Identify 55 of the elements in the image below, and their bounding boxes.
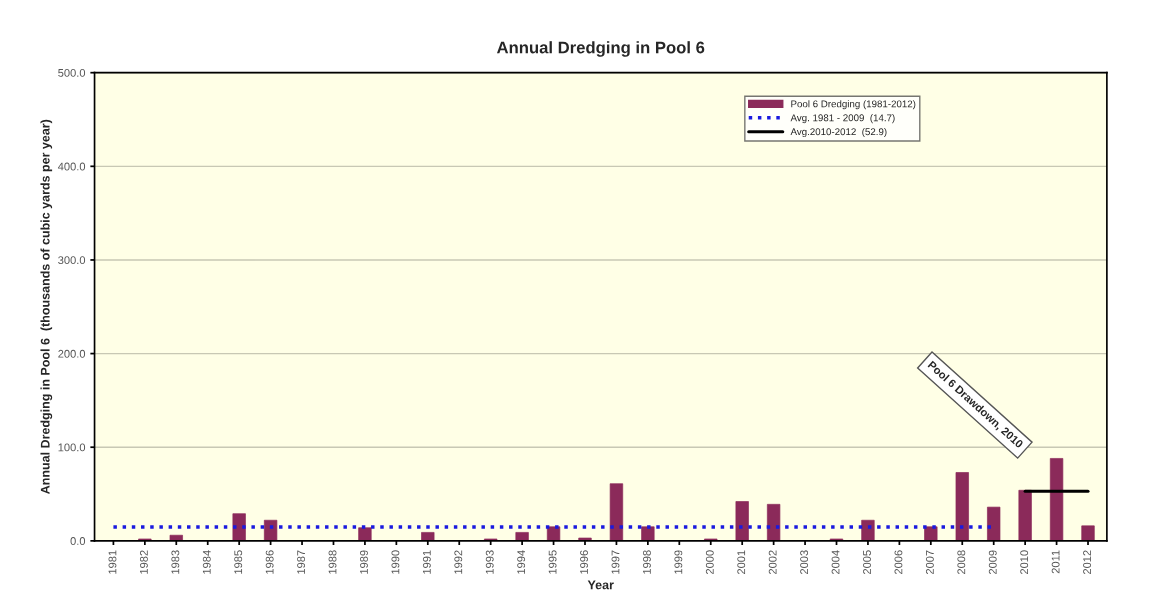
x-tick-label: 1998 <box>642 550 651 574</box>
x-tick-label: 1982 <box>139 550 148 574</box>
x-tick-label: 1988 <box>328 550 337 574</box>
x-tick-label: 1993 <box>485 550 494 574</box>
y-axis-title: Annual Dredging in Pool 6 (thousands of cubic yards per year) <box>40 119 53 494</box>
bar <box>609 483 624 541</box>
x-tick-label: 1989 <box>360 550 368 574</box>
bar <box>358 527 372 541</box>
bar <box>861 519 875 541</box>
x-tick-label: 1985 <box>234 550 243 574</box>
legend-label: Pool 6 Dredging (1981-2012) <box>791 100 916 110</box>
x-tick-label: 2005 <box>863 550 871 575</box>
y-tick-label: 100.0 <box>58 443 86 452</box>
x-tick-label: 1981 <box>108 550 117 574</box>
y-tick-label: 200.0 <box>58 349 86 358</box>
y-tick-label: 500.0 <box>58 68 86 77</box>
x-tick-label: 2007 <box>925 550 934 575</box>
x-tick-label: 2008 <box>957 550 966 575</box>
x-tick-label: 1995 <box>548 550 557 574</box>
x-tick-label: 1990 <box>391 550 400 574</box>
x-tick-label: 1987 <box>297 550 306 574</box>
x-tick-label: 2001 <box>737 550 746 575</box>
x-tick-label: 2012 <box>1083 550 1091 575</box>
y-tick-label: 300.0 <box>58 256 86 265</box>
x-tick-label: 1992 <box>454 550 463 574</box>
bar <box>766 503 781 541</box>
x-axis-title: Year <box>587 580 614 590</box>
x-tick-label: 1991 <box>422 550 431 574</box>
x-tick-label: 2004 <box>831 550 840 575</box>
x-tick-label: 2002 <box>768 550 777 575</box>
bar <box>1081 525 1095 541</box>
x-tick-label: 1994 <box>517 550 526 574</box>
y-tick-label: 400.0 <box>57 162 86 171</box>
x-tick-label: 2011 <box>1051 550 1060 574</box>
x-tick-label: 1984 <box>202 550 211 574</box>
legend-label: Avg. 1981 - 2009 (14.7) <box>790 114 895 124</box>
chart-title: Annual Dredging in Pool 6 <box>496 41 705 57</box>
x-tick-label: 1986 <box>265 550 274 574</box>
x-tick-label: 1983 <box>171 550 180 574</box>
bar <box>735 501 749 541</box>
x-tick-label: 2006 <box>894 550 903 575</box>
x-tick-label: 1997 <box>611 550 620 574</box>
x-tick-label: 2003 <box>800 550 809 575</box>
x-tick-label: 2000 <box>705 550 714 575</box>
bar <box>1018 489 1032 541</box>
legend-label: Avg.2010-2012 (52.9) <box>790 128 887 138</box>
y-tick-label: 0.0 <box>70 537 86 545</box>
x-tick-label: 2009 <box>988 550 997 575</box>
x-tick-label: 1996 <box>580 550 588 574</box>
x-tick-label: 2010 <box>1020 550 1029 575</box>
bar <box>987 506 1001 541</box>
bar <box>263 519 278 541</box>
bar <box>1049 458 1064 541</box>
x-tick-label: 1999 <box>674 550 683 574</box>
bar <box>955 472 969 541</box>
